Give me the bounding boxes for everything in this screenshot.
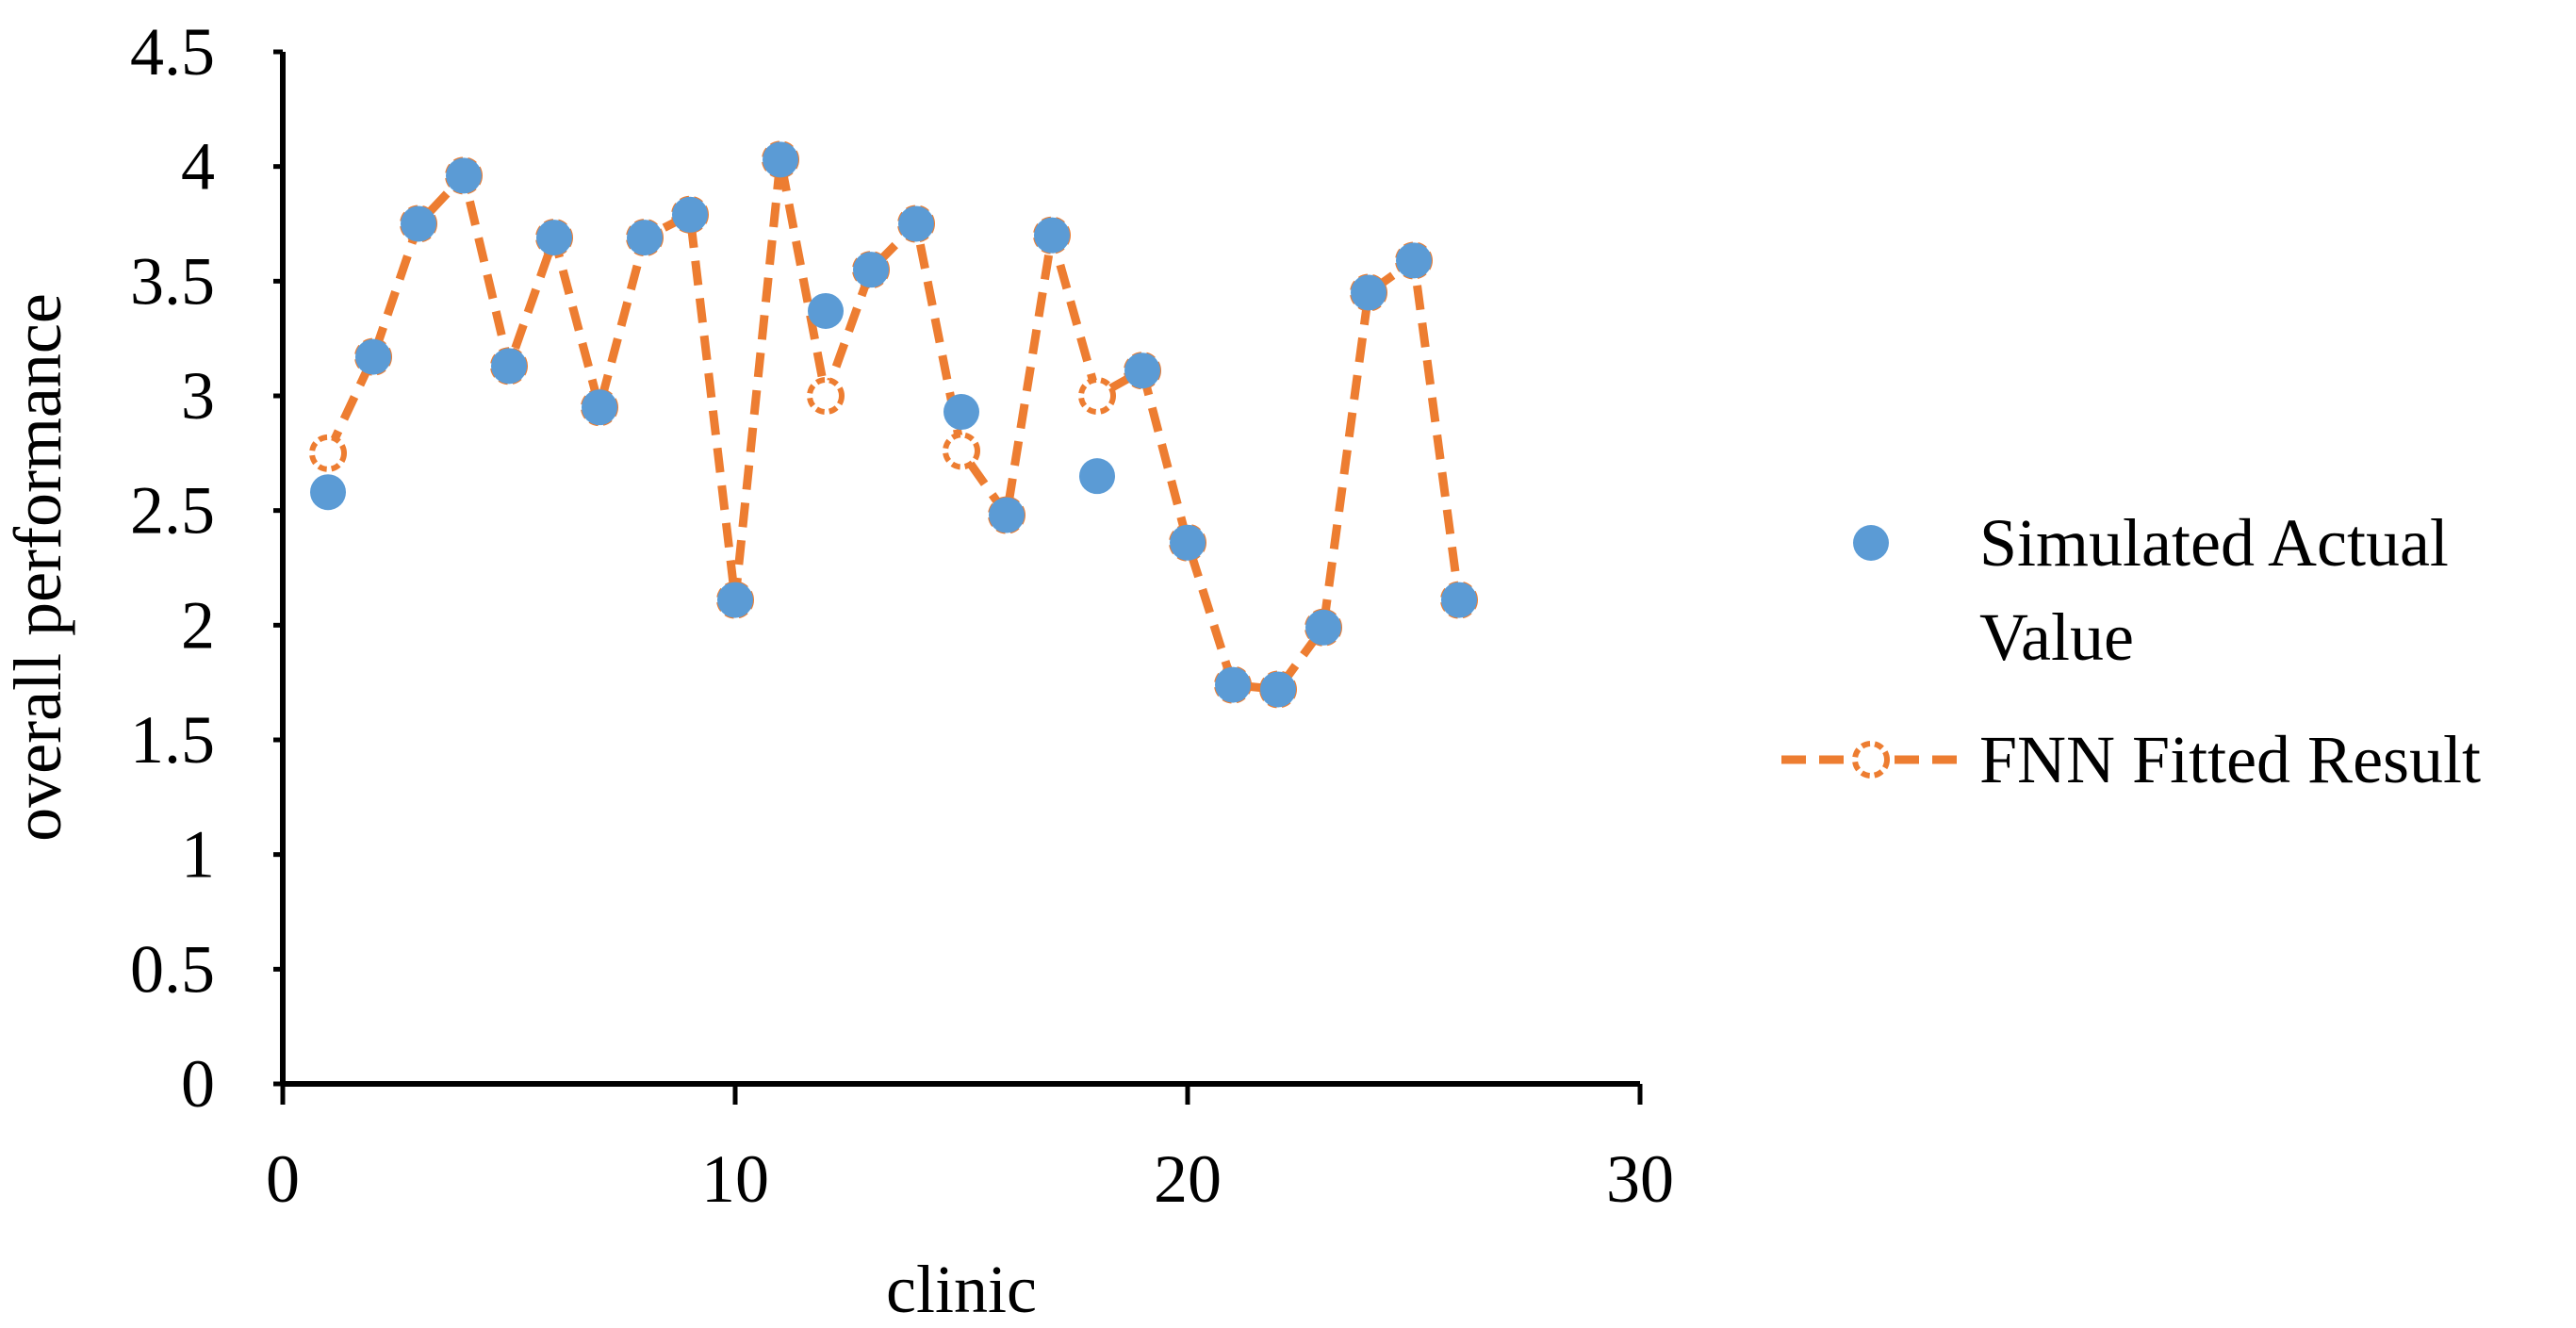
x-axis-title: clinic [886,1252,1037,1327]
x-tick-label: 10 [701,1141,769,1217]
x-tick-label: 20 [1154,1141,1222,1217]
actual-value-point [401,205,436,242]
actual-value-point [717,582,753,618]
y-tick-label: 1 [181,817,215,893]
fnn-fitted-point [943,432,980,470]
actual-value-point [1260,671,1296,708]
actual-value-point [808,292,844,329]
actual-value-point [1170,524,1206,561]
y-tick-label: 0 [181,1046,215,1122]
fnn-fitted-point [309,434,347,472]
actual-value-point [853,252,889,288]
y-tick-label: 0.5 [130,931,215,1007]
y-tick-label: 1.5 [130,702,215,778]
actual-value-point [763,141,798,178]
actual-value-point [491,348,527,385]
actual-value-point [1441,582,1477,618]
y-tick-label: 4.5 [130,14,215,90]
actual-value-point [943,394,979,431]
y-tick-label: 3.5 [130,243,215,319]
actual-value-point [1034,217,1070,254]
legend-label-simulated-actual-line2: Value [1979,599,2134,675]
actual-value-point [582,389,617,426]
y-tick-label: 2.5 [130,473,215,549]
legend-label-simulated-actual-line1: Simulated Actual [1979,505,2449,581]
actual-value-point [898,205,934,242]
actual-value-point [1079,458,1115,495]
actual-value-point [1215,666,1251,703]
actual-value-point [446,157,482,194]
actual-value-point [1351,274,1386,311]
legend: Simulated Actual Value FNN Fitted Result [1781,505,2481,797]
actual-value-point [672,196,708,233]
legend-marker-fnn [1852,741,1890,779]
x-tick-label: 0 [266,1141,300,1217]
y-ticks: 0 0.5 1 1.5 2 2.5 3 3.5 4 4.5 [130,14,283,1122]
actual-value-point [1396,242,1432,279]
y-tick-label: 4 [181,129,215,205]
x-tick-label: 30 [1606,1141,1674,1217]
fnn-fitted-line [323,155,1464,694]
series-fnn-fitted-result [309,140,1478,709]
legend-label-fnn: FNN Fitted Result [1979,722,2481,797]
actual-value-point [1124,352,1160,389]
actual-value-point [355,338,391,375]
y-tick-label: 2 [181,587,215,663]
actual-value-point [310,474,346,511]
x-ticks: 0 10 20 30 [266,1084,1674,1217]
actual-value-point [989,497,1025,533]
series-simulated-actual-value [310,141,1477,708]
actual-value-point [627,220,663,256]
y-axis-title: overall performance [0,293,75,842]
axes [280,52,1640,1087]
fnn-fitted-point [807,377,845,415]
legend-marker-simulated-actual [1853,525,1889,561]
fnn-fitted-point [1078,377,1116,415]
y-tick-label: 3 [181,358,215,434]
actual-value-point [536,220,572,256]
actual-value-point [1305,609,1341,646]
